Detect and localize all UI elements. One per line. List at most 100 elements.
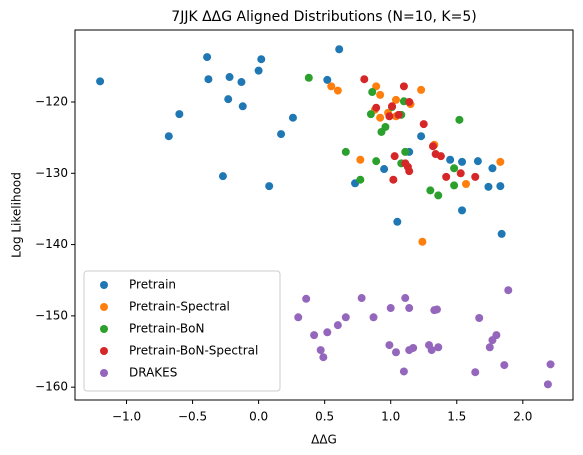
point — [385, 341, 394, 350]
point — [257, 55, 266, 64]
point — [224, 95, 233, 104]
point — [428, 142, 437, 151]
point — [381, 122, 390, 131]
plot-frame — [74, 29, 574, 401]
point — [265, 182, 274, 191]
legend-label: Pretrain-Spectral — [129, 300, 230, 314]
x-tick-label: 0.0 — [249, 410, 268, 424]
point — [419, 120, 428, 129]
point — [319, 353, 328, 362]
point — [391, 348, 400, 357]
x-axis-label: ΔΔG — [311, 433, 337, 447]
point — [389, 175, 398, 184]
point — [475, 314, 484, 323]
x-tick-label: 0.5 — [315, 410, 334, 424]
point — [462, 179, 471, 188]
point — [455, 115, 464, 124]
point — [497, 229, 506, 238]
point — [426, 186, 435, 195]
point — [405, 167, 414, 176]
point — [434, 191, 443, 200]
point — [458, 206, 467, 215]
point — [401, 147, 410, 156]
point — [380, 165, 389, 174]
legend-marker — [100, 303, 108, 311]
point — [546, 360, 555, 369]
point — [427, 346, 436, 355]
point — [473, 157, 482, 166]
point — [543, 380, 552, 389]
y-tick-label: −140 — [35, 237, 68, 251]
point — [488, 164, 497, 173]
point — [356, 175, 365, 184]
point — [218, 172, 227, 181]
point — [204, 75, 213, 84]
point — [496, 157, 505, 166]
point — [368, 88, 377, 97]
point — [458, 157, 467, 166]
y-tick-label: −130 — [35, 166, 68, 180]
legend-label: Pretrain — [129, 278, 176, 292]
point — [442, 172, 451, 181]
point — [391, 95, 400, 104]
x-tick-label: 1.5 — [447, 410, 466, 424]
point — [500, 361, 509, 370]
point — [417, 85, 426, 94]
point — [360, 75, 369, 84]
point — [203, 53, 212, 62]
point — [175, 110, 184, 119]
y-axis-label: Log Likelihood — [10, 172, 24, 258]
point — [471, 172, 480, 181]
legend-label: DRAKES — [129, 366, 177, 380]
point — [164, 132, 173, 141]
point — [238, 102, 247, 111]
point — [450, 164, 459, 173]
point — [376, 113, 385, 122]
point — [372, 82, 381, 91]
point — [323, 75, 332, 84]
legend-marker — [100, 347, 108, 355]
point — [492, 331, 501, 340]
point — [327, 82, 336, 91]
point — [446, 155, 455, 164]
point — [96, 77, 105, 86]
legend-label: Pretrain-BoN — [129, 322, 204, 336]
point — [323, 328, 332, 337]
point — [388, 102, 397, 111]
point — [341, 313, 350, 322]
point — [417, 132, 426, 141]
point — [369, 313, 378, 322]
point — [450, 181, 459, 190]
point — [341, 147, 350, 156]
point — [405, 304, 414, 313]
point — [418, 237, 427, 246]
x-tick-label: 1.0 — [381, 410, 400, 424]
legend-box — [83, 270, 281, 392]
point — [310, 331, 319, 340]
point — [409, 343, 418, 352]
point — [316, 346, 325, 355]
legend-marker — [100, 281, 108, 289]
point — [357, 294, 366, 303]
point — [386, 304, 395, 313]
point — [504, 286, 513, 295]
point — [366, 110, 375, 119]
point — [333, 86, 342, 95]
point — [288, 113, 297, 122]
point — [304, 73, 313, 82]
point — [401, 294, 410, 303]
point — [399, 82, 408, 91]
x-tick-label: 2.0 — [513, 410, 532, 424]
point — [333, 321, 342, 330]
y-tick-label: −150 — [35, 308, 68, 322]
point — [434, 343, 443, 352]
point — [496, 182, 505, 191]
y-tick-label: −120 — [35, 95, 68, 109]
point — [277, 130, 286, 139]
point — [456, 169, 465, 178]
legend-marker — [100, 369, 108, 377]
point — [399, 367, 408, 376]
point — [372, 103, 381, 112]
x-tick-label: −0.5 — [178, 410, 207, 424]
point — [335, 45, 344, 54]
